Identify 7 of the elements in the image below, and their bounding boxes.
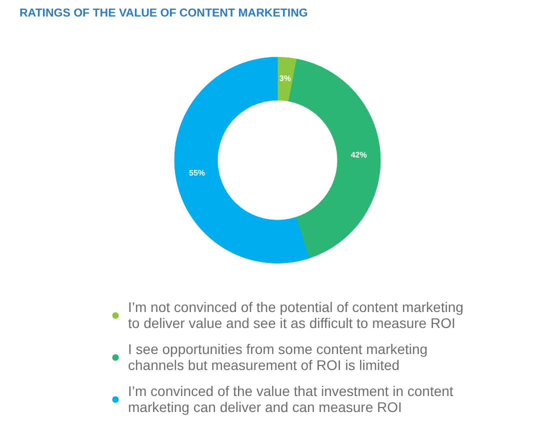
data-label: 55% [189,168,206,178]
legend-label: I see opportunities from some content marketing channels but measurement of ROI is limited [128,341,428,373]
legend-label: I’m convinced of the value that investment in content marketing can deliver and can measure ROI [128,383,454,415]
data-label: 42% [350,150,367,160]
data-label: 3% [279,74,291,84]
chart-title: RATINGS OF THE VALUE OF CONTENT MARKETING [20,8,308,20]
legend-label: I’m not convinced of the potential of content marketing to deliver value and see it as difficult to measure ROI [128,299,464,331]
